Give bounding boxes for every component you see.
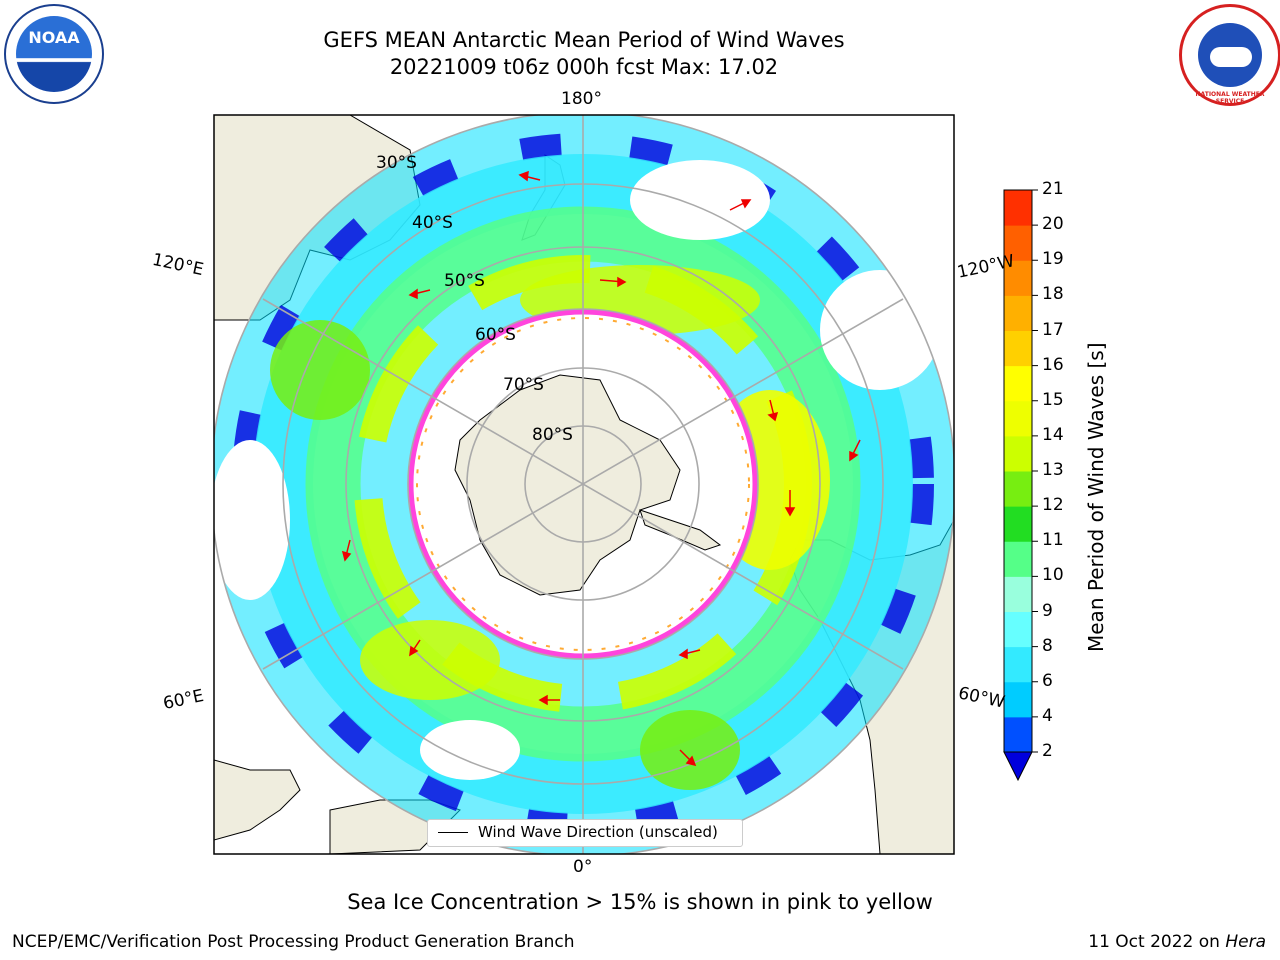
colorbar: [1003, 189, 1038, 782]
noaa-logo: NOAA: [4, 4, 104, 104]
colorbar-bin: [1004, 681, 1032, 718]
lat-label-50s: 50°S: [444, 271, 485, 291]
colorbar-tick-label: 15: [1042, 389, 1064, 410]
run-date: 11 Oct 2022 on: [1088, 932, 1220, 952]
colorbar-bin: [1004, 576, 1032, 612]
colorbar-tick-label: 20: [1042, 214, 1064, 235]
colorbar-bin: [1004, 260, 1032, 296]
map-content: [214, 115, 954, 854]
noaa-logo-text: NOAA: [28, 28, 80, 47]
colorbar-bin: [1004, 435, 1032, 472]
colorbar-bin: [1004, 506, 1032, 542]
run-host: Hera: [1225, 932, 1266, 952]
colorbar-tick-label: 4: [1042, 705, 1053, 726]
colorbar-bin: [1004, 190, 1032, 226]
colorbar-tick-label: 12: [1042, 495, 1064, 516]
colorbar-label: Mean Period of Wind Waves [s]: [1084, 342, 1108, 652]
colorbar-tick-label: 18: [1042, 284, 1064, 305]
legend-box: Wind Wave Direction (unscaled): [427, 819, 743, 847]
legend-line: [438, 832, 468, 833]
lat-label-40s: 40°S: [412, 213, 453, 233]
colorbar-tick-label: 21: [1042, 179, 1064, 199]
africa-landmass: [214, 759, 301, 841]
colorbar-bin: [1004, 295, 1032, 331]
colorbar-tick-label: 13: [1042, 460, 1064, 480]
colorbar-tick-label: 16: [1042, 354, 1064, 375]
graticule: [214, 115, 954, 854]
colorbar-tick-label: 8: [1042, 635, 1053, 656]
colorbar-bin: [1004, 400, 1032, 437]
colorbar-tick-label: 17: [1042, 319, 1064, 340]
colorbar-tick-label: 19: [1042, 249, 1064, 270]
map-title: GEFS MEAN Antarctic Mean Period of Wind …: [323, 28, 845, 52]
run-info: 11 Oct 2022 on Hera: [1088, 932, 1266, 952]
colorbar-tick-label: 6: [1042, 670, 1053, 691]
colorbar-bin: [1004, 716, 1032, 753]
colorbar-tick-label: 11: [1042, 530, 1064, 551]
colorbar-bin: [1004, 541, 1032, 577]
producer-credit: NCEP/EMC/Verification Post Processing Pr…: [12, 932, 575, 952]
colorbar-bin: [1004, 471, 1032, 507]
colorbar-bin: [1004, 646, 1032, 683]
colorbar-bin: [1004, 330, 1032, 367]
map-subtitle: 20221009 t06z 000h fcst Max: 17.02: [389, 55, 779, 79]
colorbar-tick-label: 10: [1042, 565, 1064, 586]
colorbar-extend-arrow: [1003, 751, 1033, 782]
nws-logo: NATIONAL WEATHER SERVICE: [1179, 4, 1280, 106]
wind-wave-arrows: [341, 170, 861, 767]
antarctica-landmass: [454, 374, 681, 596]
lat-label-30s: 30°S: [376, 153, 417, 173]
antarctic-peninsula: [639, 509, 722, 551]
lat-label-80s: 80°S: [532, 425, 573, 445]
lat-label-70s: 70°S: [503, 375, 544, 395]
nws-logo-text: NATIONAL WEATHER SERVICE: [1195, 91, 1265, 105]
sea-ice-caption: Sea Ice Concentration > 15% is shown in …: [347, 890, 933, 914]
colorbar-tick-label: 9: [1042, 600, 1053, 621]
colorbar-bin: [1004, 225, 1032, 261]
lat-label-60s: 60°S: [475, 325, 516, 345]
legend-label: Wind Wave Direction (unscaled): [478, 823, 718, 841]
colorbar-tick-label: 2: [1042, 741, 1053, 761]
colorbar-bin: [1004, 365, 1032, 402]
lon-label-180: 180°: [561, 89, 602, 109]
colorbar-tick-label: 14: [1042, 424, 1064, 445]
colorbar-bin: [1004, 611, 1032, 648]
lon-label-0: 0°: [573, 857, 593, 877]
